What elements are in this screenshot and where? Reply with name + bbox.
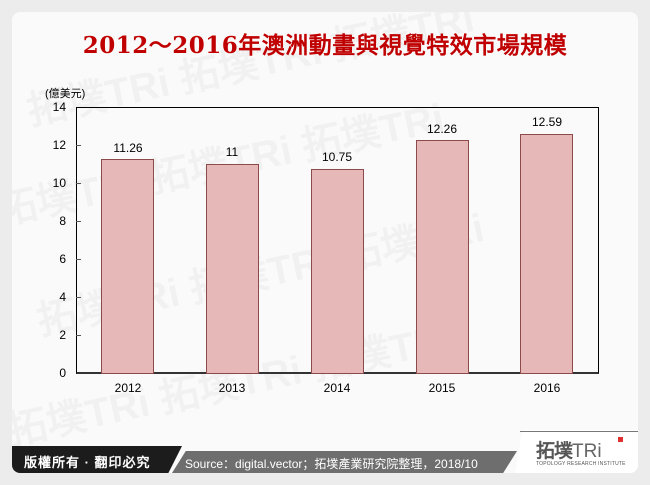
bar-2014 <box>311 169 364 374</box>
y-tick-label: 14 <box>52 100 66 114</box>
logo-divider <box>520 431 638 432</box>
y-tick-label: 2 <box>59 328 66 342</box>
y-tick-mark <box>76 297 81 298</box>
bar-2013 <box>206 164 259 374</box>
y-axis-unit-label: (億美元) <box>45 88 86 100</box>
bar-2012 <box>101 159 154 374</box>
value-label: 10.75 <box>321 150 353 164</box>
y-tick-mark <box>76 183 81 184</box>
value-label: 11 <box>225 145 239 159</box>
bar-2015 <box>416 140 469 374</box>
y-tick-label: 6 <box>59 252 66 266</box>
value-label: 11.26 <box>113 141 143 155</box>
copyright-text: 版權所有 · 翻印必究 <box>24 455 151 470</box>
logo-accent-dot <box>618 437 623 442</box>
logo-chinese: 拓墣 <box>536 441 573 462</box>
x-tick-label: 2013 <box>218 381 246 395</box>
logo-panel <box>515 430 638 473</box>
value-label: 12.26 <box>426 122 458 136</box>
logo-subtitle: TOPOLOGY RESEARCH INSTITUTE <box>536 461 626 467</box>
y-tick-label: 0 <box>59 366 66 380</box>
x-tick-label: 2016 <box>533 381 561 395</box>
y-tick-label: 8 <box>59 214 66 228</box>
x-tick-label: 2012 <box>114 381 142 395</box>
y-tick-label: 4 <box>59 290 66 304</box>
tri-logo: 拓墣TRi <box>536 436 602 463</box>
value-label: 12.59 <box>531 115 563 129</box>
copyright-banner <box>12 446 182 473</box>
logo-tri: TRi <box>572 441 602 462</box>
y-tick-mark <box>76 221 81 222</box>
source-text: Source：digital.vector；拓墣產業研究院整理，2018/10 <box>185 457 478 471</box>
y-tick-mark <box>76 259 81 260</box>
y-tick-label: 12 <box>52 138 66 152</box>
x-tick-label: 2014 <box>323 381 351 395</box>
bar-2016 <box>520 134 573 374</box>
y-tick-mark <box>76 145 81 146</box>
y-tick-label: 10 <box>52 176 66 190</box>
chart-title: 2012～2016年澳洲動畫與視覺特效市場規模 <box>82 32 568 59</box>
y-tick-mark <box>76 335 81 336</box>
source-banner <box>172 451 517 473</box>
x-tick-label: 2015 <box>428 381 456 395</box>
